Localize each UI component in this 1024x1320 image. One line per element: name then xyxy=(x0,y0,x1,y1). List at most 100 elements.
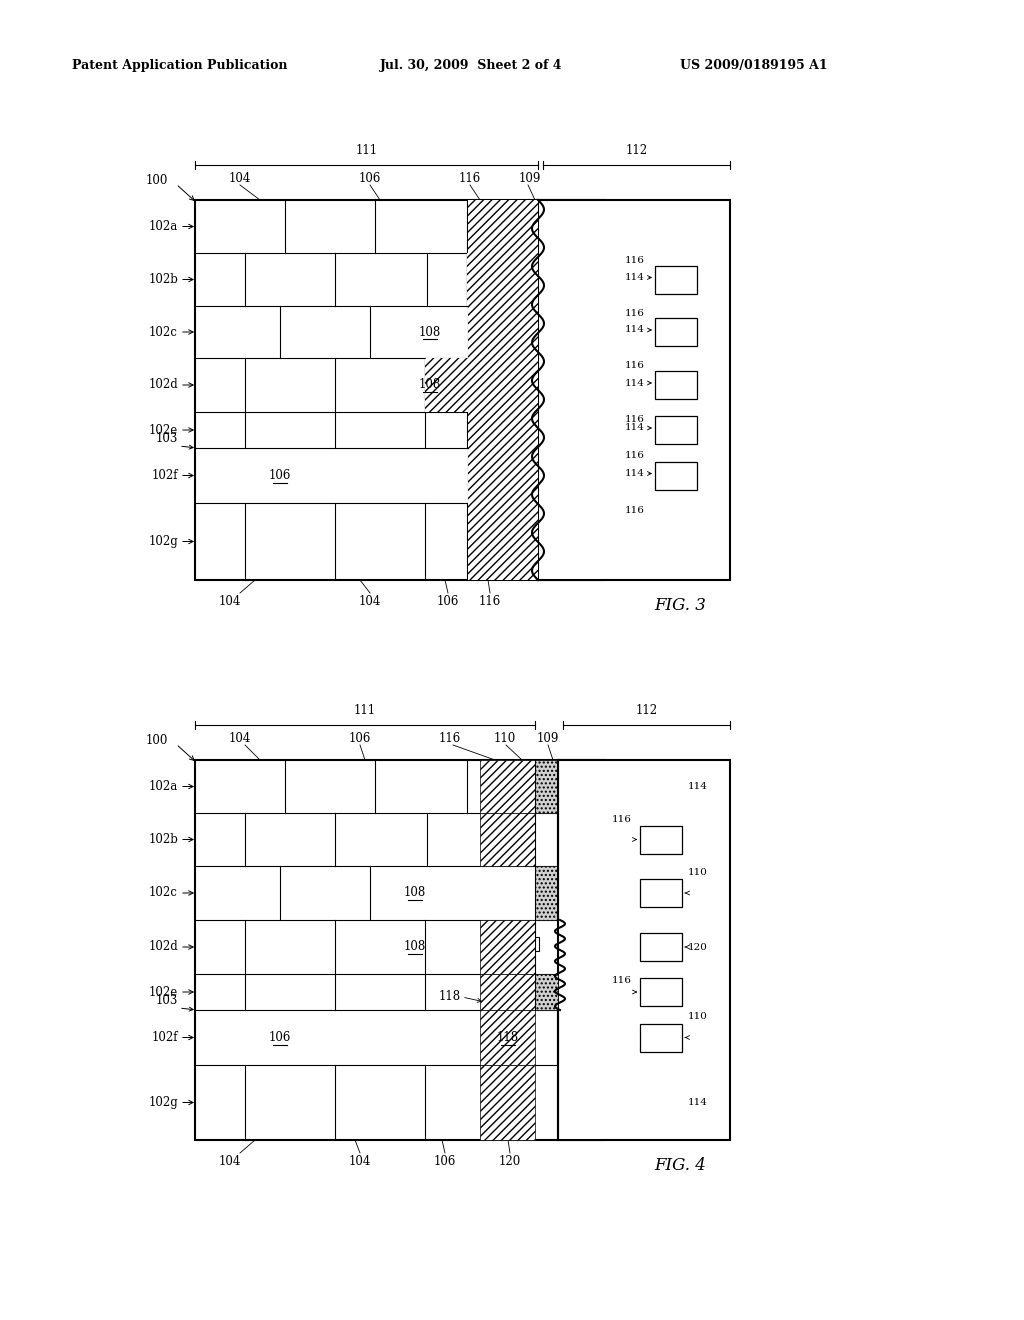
Text: 116: 116 xyxy=(612,814,632,824)
Bar xyxy=(655,416,697,444)
Text: 100: 100 xyxy=(145,734,168,747)
Text: 103: 103 xyxy=(156,994,178,1007)
Text: 106: 106 xyxy=(437,595,459,609)
Text: 102e: 102e xyxy=(148,424,178,437)
Bar xyxy=(480,813,535,866)
Text: 116: 116 xyxy=(625,360,645,370)
Text: 118: 118 xyxy=(439,990,461,1003)
Text: 116: 116 xyxy=(625,414,645,424)
Bar xyxy=(640,1023,682,1052)
Bar xyxy=(640,933,682,961)
Text: 104: 104 xyxy=(228,733,251,744)
Bar xyxy=(480,760,535,813)
Text: 104: 104 xyxy=(219,595,242,609)
Text: 114: 114 xyxy=(625,424,645,433)
Bar xyxy=(480,974,535,1010)
Text: 106: 106 xyxy=(434,1155,456,1168)
Text: 102a: 102a xyxy=(148,780,178,793)
Text: 106: 106 xyxy=(269,1031,291,1044)
Text: 102d: 102d xyxy=(148,379,178,392)
Text: 102c: 102c xyxy=(150,887,178,899)
Bar xyxy=(468,412,538,447)
Text: 102c: 102c xyxy=(150,326,178,338)
Text: 104: 104 xyxy=(358,595,381,609)
Text: 116: 116 xyxy=(439,733,461,744)
Text: 102e: 102e xyxy=(148,986,178,998)
Text: 102b: 102b xyxy=(148,273,178,286)
Bar xyxy=(655,371,697,399)
Text: 102f: 102f xyxy=(152,1031,178,1044)
Bar xyxy=(640,978,682,1006)
Text: 111: 111 xyxy=(354,704,376,717)
Text: 114: 114 xyxy=(625,379,645,388)
Bar xyxy=(655,462,697,490)
Text: 114: 114 xyxy=(625,469,645,478)
Text: 109: 109 xyxy=(537,733,559,744)
Bar xyxy=(195,201,605,579)
Text: FIG. 4: FIG. 4 xyxy=(654,1156,706,1173)
Bar xyxy=(507,937,521,950)
Text: 120: 120 xyxy=(688,942,708,952)
Bar xyxy=(655,318,697,346)
Text: 112: 112 xyxy=(626,144,647,157)
Text: 120: 120 xyxy=(499,1155,521,1168)
Text: 108: 108 xyxy=(419,379,441,392)
Text: 110: 110 xyxy=(688,869,708,876)
Text: 114: 114 xyxy=(625,273,645,282)
Text: 110: 110 xyxy=(688,1012,708,1020)
Text: 104: 104 xyxy=(349,1155,371,1168)
Text: 111: 111 xyxy=(355,144,378,157)
Text: 106: 106 xyxy=(269,469,291,482)
Text: 116: 116 xyxy=(459,172,481,185)
Bar xyxy=(425,358,538,412)
Text: US 2009/0189195 A1: US 2009/0189195 A1 xyxy=(680,58,827,71)
Text: 114: 114 xyxy=(688,781,708,791)
Text: 102f: 102f xyxy=(152,469,178,482)
Bar xyxy=(480,1010,535,1065)
Text: 104: 104 xyxy=(228,172,251,185)
Text: FIG. 3: FIG. 3 xyxy=(654,597,706,614)
Bar xyxy=(535,866,558,920)
Text: 104: 104 xyxy=(219,1155,242,1168)
Bar xyxy=(467,253,538,306)
Bar xyxy=(535,974,558,1010)
Text: 116: 116 xyxy=(612,975,632,985)
Bar xyxy=(480,1065,535,1140)
Bar xyxy=(480,920,535,974)
Text: 118: 118 xyxy=(497,1031,519,1044)
Text: 116: 116 xyxy=(625,309,645,318)
Text: 114: 114 xyxy=(688,1098,708,1107)
Text: 100: 100 xyxy=(145,173,168,186)
Text: 106: 106 xyxy=(349,733,371,744)
Text: Jul. 30, 2009  Sheet 2 of 4: Jul. 30, 2009 Sheet 2 of 4 xyxy=(380,58,562,71)
Bar xyxy=(195,760,605,1140)
Text: 109: 109 xyxy=(519,172,542,185)
Text: Patent Application Publication: Patent Application Publication xyxy=(72,58,288,71)
Bar xyxy=(640,879,682,907)
Text: 102b: 102b xyxy=(148,833,178,846)
Bar xyxy=(468,306,538,358)
Text: 102g: 102g xyxy=(148,535,178,548)
Text: 110: 110 xyxy=(494,733,516,744)
Text: 108: 108 xyxy=(419,326,441,338)
Text: 102a: 102a xyxy=(148,220,178,234)
Bar xyxy=(468,201,538,253)
Bar xyxy=(655,265,697,293)
Text: 116: 116 xyxy=(625,451,645,459)
Text: 116: 116 xyxy=(625,256,645,265)
Bar xyxy=(468,447,538,503)
Text: 114: 114 xyxy=(625,326,645,334)
Bar xyxy=(535,760,558,813)
Text: 106: 106 xyxy=(358,172,381,185)
Text: 108: 108 xyxy=(403,887,426,899)
Bar xyxy=(538,201,730,579)
Text: 102d: 102d xyxy=(148,940,178,953)
Text: 116: 116 xyxy=(625,506,645,515)
Text: 108: 108 xyxy=(403,940,426,953)
Text: 112: 112 xyxy=(636,704,657,717)
Text: 102g: 102g xyxy=(148,1096,178,1109)
Bar xyxy=(640,825,682,854)
Bar xyxy=(558,760,730,1140)
Text: 116: 116 xyxy=(479,595,501,609)
Bar xyxy=(525,937,539,950)
